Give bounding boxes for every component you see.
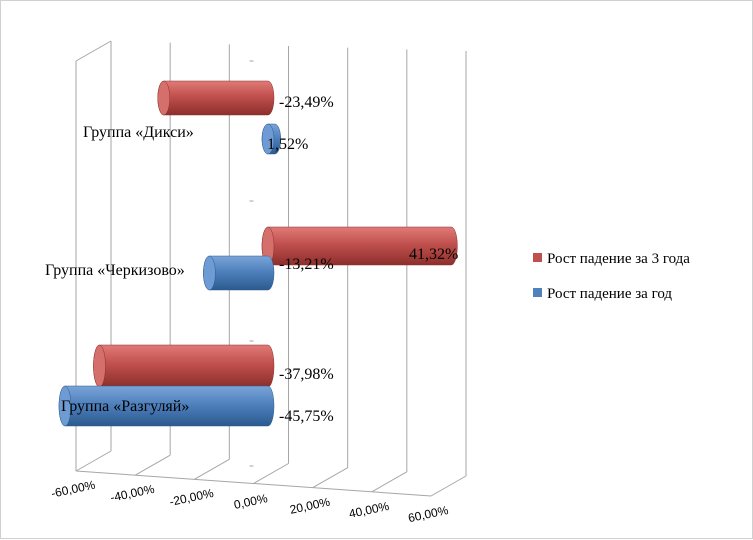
data-label: -23,49% bbox=[279, 94, 334, 111]
bar-cap bbox=[58, 385, 72, 427]
legend-label: Рост падение за год bbox=[547, 286, 672, 302]
x-tick-label: -60,00% bbox=[50, 478, 97, 501]
floor-gridline bbox=[312, 467, 348, 489]
x-tick-label: 40,00% bbox=[348, 499, 391, 521]
bar-cap bbox=[93, 344, 106, 388]
floor-gridline bbox=[430, 475, 467, 497]
data-label: 1,52% bbox=[267, 136, 308, 153]
floor-gridline bbox=[194, 458, 230, 480]
floor-gridline bbox=[134, 454, 171, 476]
left-wall-top bbox=[75, 40, 112, 62]
bar-cap bbox=[203, 255, 216, 291]
category-label: Группа «Черкизово» bbox=[45, 262, 185, 279]
bar-cap bbox=[157, 80, 171, 116]
data-label: -45,75% bbox=[279, 408, 334, 425]
legend-swatch bbox=[533, 253, 542, 262]
bar-cap bbox=[261, 123, 275, 155]
x-tick-label: 0,00% bbox=[233, 491, 270, 512]
floor-gridline bbox=[253, 463, 289, 484]
data-label: -37,98% bbox=[279, 366, 334, 383]
floor-gridline bbox=[371, 471, 408, 493]
legend-label: Рост падение за 3 года bbox=[547, 251, 690, 267]
x-tick-label: -20,00% bbox=[168, 486, 215, 509]
x-tick-label: 60,00% bbox=[407, 503, 450, 525]
legend-swatch bbox=[533, 288, 542, 297]
bar-cylinder bbox=[157, 80, 275, 116]
floor-gridline bbox=[75, 450, 112, 472]
data-label: 41,32% bbox=[409, 246, 458, 263]
category-label: Группа «Дикси» bbox=[83, 124, 194, 141]
x-tick-label: 20,00% bbox=[288, 495, 331, 517]
data-label: -13,21% bbox=[279, 256, 334, 273]
bar-cylinder bbox=[93, 344, 275, 388]
category-label: Группа «Разгуляй» bbox=[61, 398, 189, 415]
x-tick-label: -40,00% bbox=[109, 482, 156, 505]
